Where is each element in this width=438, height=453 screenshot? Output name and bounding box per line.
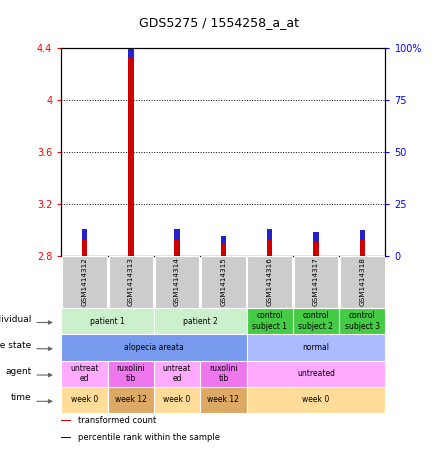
Text: untreat
ed: untreat ed [70,364,99,383]
Text: normal: normal [303,343,329,352]
Text: GDS5275 / 1554258_a_at: GDS5275 / 1554258_a_at [139,16,299,29]
Text: GSM1414316: GSM1414316 [267,258,273,306]
Text: week 0: week 0 [302,395,330,405]
Text: GSM1414313: GSM1414313 [128,258,134,306]
Text: GSM1414315: GSM1414315 [220,258,226,306]
Bar [201,256,246,308]
Text: week 12: week 12 [208,395,239,405]
Text: ruxolini
tib: ruxolini tib [117,364,145,383]
Text: GSM1414318: GSM1414318 [359,258,365,306]
Bar [313,241,319,256]
Bar [62,256,107,308]
Bar [267,240,272,256]
Bar [82,240,87,256]
Text: GSM1414314: GSM1414314 [174,258,180,306]
Bar [360,230,365,240]
Bar [109,256,153,308]
Text: agent: agent [5,367,32,376]
Bar [174,229,180,240]
Bar [247,256,292,308]
Bar [340,256,385,308]
Text: transformed count: transformed count [78,416,156,425]
Text: disease state: disease state [0,341,32,350]
Text: control
subject 2: control subject 2 [298,312,333,331]
Text: week 0: week 0 [163,395,191,405]
Text: week 12: week 12 [115,395,147,405]
Bar [128,57,134,256]
Text: untreat
ed: untreat ed [163,364,191,383]
Text: control
subject 3: control subject 3 [345,312,380,331]
Text: untreated: untreated [297,369,335,378]
Text: patient 2: patient 2 [183,317,218,326]
Bar [360,240,365,256]
Bar [174,240,180,256]
Bar [61,437,71,438]
Text: control
subject 1: control subject 1 [252,312,287,331]
Bar [313,232,319,241]
Bar [267,229,272,240]
Text: percentile rank within the sample: percentile rank within the sample [78,433,219,442]
Text: individual: individual [0,314,32,323]
Bar [294,256,338,308]
Bar [82,229,87,240]
Bar [61,420,71,421]
Text: time: time [11,393,32,402]
Bar [221,236,226,243]
Text: GSM1414312: GSM1414312 [81,258,88,306]
Text: alopecia areata: alopecia areata [124,343,184,352]
Text: week 0: week 0 [71,395,98,405]
Text: patient 1: patient 1 [90,317,125,326]
Bar [128,7,134,57]
Bar [221,243,226,256]
Bar [155,256,199,308]
Text: GSM1414317: GSM1414317 [313,258,319,306]
Text: ruxolini
tib: ruxolini tib [209,364,238,383]
